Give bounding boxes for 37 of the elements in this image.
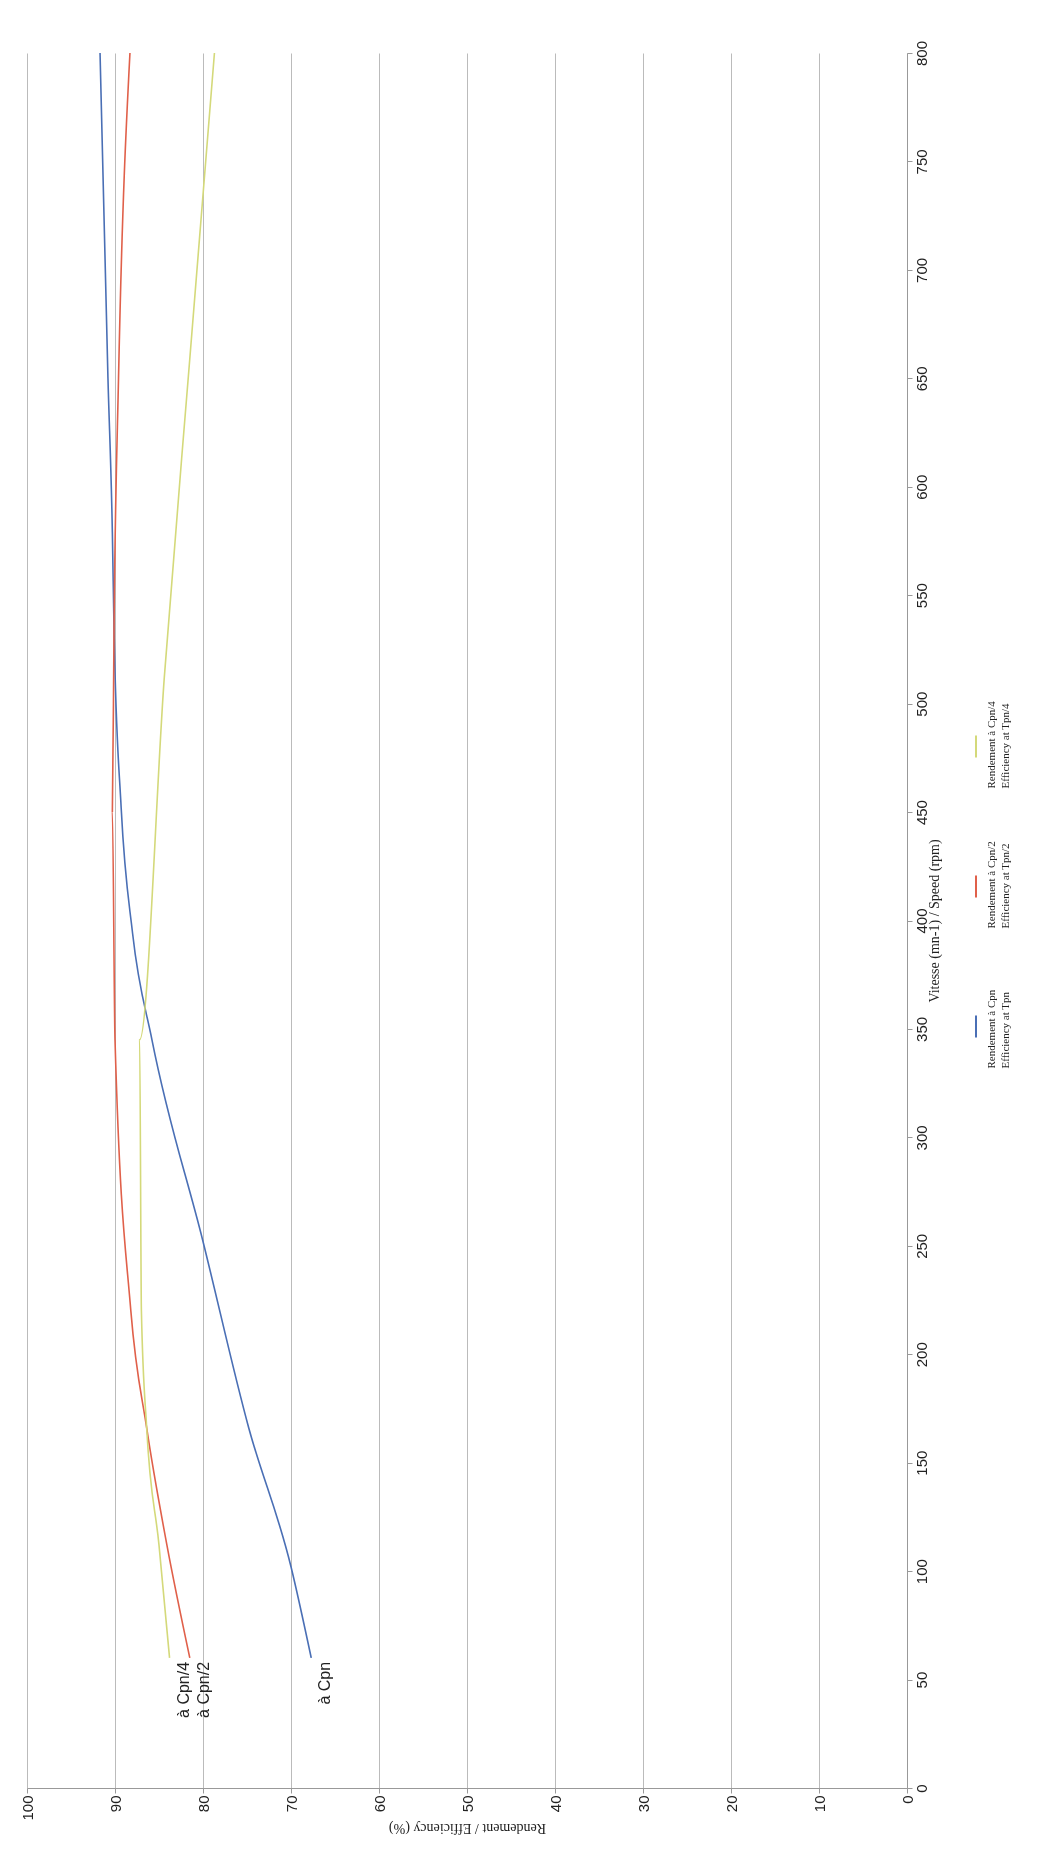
x-tick-label: 30 (634, 1795, 652, 1813)
y-tick-label: 500 (912, 691, 930, 717)
x-tick-label: 40 (546, 1795, 564, 1813)
annotation: à Cpn (316, 1661, 334, 1705)
y-tick-label: 300 (912, 1125, 930, 1151)
y-tick-label: 150 (912, 1450, 930, 1476)
y-tick-label: 800 (912, 40, 930, 67)
x-tick-label: 20 (722, 1795, 740, 1813)
y-tick-label: 200 (912, 1342, 930, 1368)
line-series (99, 52, 313, 1659)
y-tick-label: 750 (912, 149, 930, 175)
legend-label: Rendement à Cpn/4 Efficiency at Tpn/4 (985, 700, 1011, 789)
y-tick-label: 450 (912, 800, 930, 826)
legend-label: Rendement à Cpn/2 Efficiency at Tpn/2 (985, 841, 1011, 929)
y-tick-label: 100 (912, 1559, 930, 1585)
x-tick-label: 100 (18, 1795, 36, 1821)
annotation: à Cpn/4 (174, 1661, 192, 1718)
y-tick-label: 550 (912, 583, 930, 609)
y-tick-label: 700 (912, 257, 930, 283)
x-tick-label: 80 (194, 1795, 212, 1813)
y-tick-label: 350 (912, 1016, 930, 1042)
line-series (111, 52, 191, 1659)
y-tick-label: 0 (912, 1784, 930, 1793)
x-tick-label: 70 (282, 1795, 300, 1813)
y-tick-label: 650 (912, 366, 930, 392)
legend-label: Rendement à Cpn Efficiency at Tpn (985, 989, 1011, 1069)
line-series (138, 52, 216, 1659)
x-axis-title: Rendement / Efficiency (%) (388, 1819, 547, 1836)
x-tick-label: 0 (898, 1795, 916, 1804)
x-tick-label: 60 (370, 1795, 388, 1813)
y-tick-label: 250 (912, 1233, 930, 1259)
x-tick-label: 10 (810, 1795, 828, 1813)
y-tick-label: 600 (912, 474, 930, 500)
x-tick-label: 50 (458, 1795, 476, 1813)
annotation: à Cpn/2 (194, 1661, 212, 1718)
x-tick-label: 90 (106, 1795, 124, 1813)
y-tick-label: 50 (912, 1671, 930, 1689)
